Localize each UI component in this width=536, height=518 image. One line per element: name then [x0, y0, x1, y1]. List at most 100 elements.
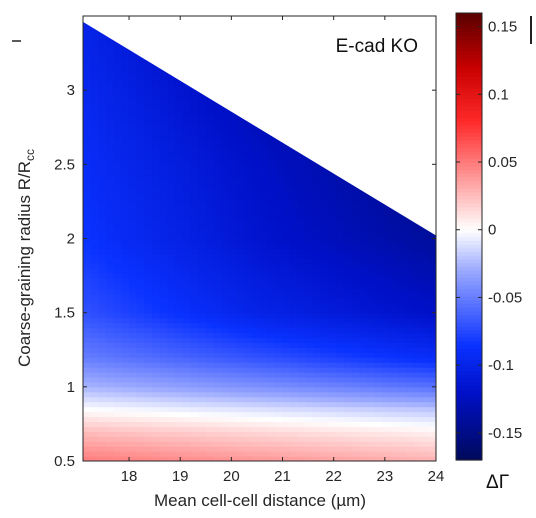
heatmap-cell [198, 337, 207, 343]
heatmap-cell [366, 332, 376, 338]
heatmap-cell [136, 426, 145, 432]
heatmap-cell [152, 144, 161, 151]
heatmap-cell [221, 159, 230, 165]
heatmap-cell [389, 248, 399, 254]
heatmap-cell [129, 278, 138, 284]
heatmap-cell [259, 372, 268, 378]
heatmap-cell [336, 268, 345, 274]
heatmap-cell [236, 149, 245, 156]
heatmap-cell [336, 451, 345, 457]
heatmap-cell [198, 357, 207, 363]
heatmap-cell [221, 451, 230, 457]
heatmap-cell [290, 149, 299, 156]
heatmap-cell [251, 456, 261, 461]
heatmap-cell [121, 139, 130, 146]
heatmap-cell [144, 406, 153, 413]
heatmap-cell [136, 85, 145, 91]
heatmap-cell [121, 228, 130, 235]
heatmap-cell [267, 149, 276, 156]
heatmap-cell [397, 317, 406, 324]
heatmap-cell [313, 446, 322, 452]
heatmap-cell [182, 218, 192, 225]
heatmap-cell [113, 238, 122, 245]
heatmap-cell [259, 446, 268, 452]
heatmap-cell [83, 273, 92, 279]
heatmap-cell [405, 307, 414, 314]
heatmap-cell [144, 65, 153, 71]
heatmap-cell [144, 164, 153, 170]
heatmap-cell [175, 302, 184, 309]
heatmap-cell [175, 362, 184, 368]
heatmap-cell [98, 357, 107, 363]
heatmap-cell [136, 446, 145, 452]
heatmap-cell [228, 154, 238, 160]
heatmap-cell [167, 391, 176, 398]
heatmap-cell [282, 337, 291, 343]
heatmap-cell [405, 347, 414, 353]
heatmap-cell [374, 302, 383, 309]
heatmap-cell [83, 154, 92, 160]
heatmap-cell [374, 312, 383, 319]
heatmap-cell [90, 109, 99, 116]
heatmap-cell [98, 154, 107, 160]
heatmap-cell [129, 50, 138, 57]
heatmap-cell [359, 451, 368, 457]
heatmap-cell [190, 129, 199, 136]
heatmap-cell [136, 317, 145, 324]
heatmap-cell [83, 184, 92, 190]
heatmap-cell [274, 243, 284, 249]
heatmap-cell [198, 322, 207, 329]
heatmap-cell [305, 391, 314, 398]
heatmap-cell [236, 124, 245, 131]
heatmap-cell [175, 391, 184, 398]
heatmap-cell [420, 451, 429, 457]
heatmap-cell [205, 342, 215, 348]
heatmap-cell [274, 258, 284, 264]
heatmap-cell [282, 179, 291, 185]
heatmap-cell [121, 327, 130, 334]
heatmap-cell [136, 332, 145, 338]
heatmap-cell [106, 194, 115, 200]
colorbar-segment [456, 102, 482, 107]
heatmap-cell [167, 297, 176, 304]
heatmap-cell [405, 372, 414, 378]
heatmap-cell [90, 65, 99, 71]
colorbar-segment [456, 426, 482, 431]
heatmap-cell [382, 357, 391, 363]
heatmap-cell [351, 352, 360, 358]
heatmap-cell [297, 337, 307, 343]
heatmap-cell [228, 332, 238, 338]
heatmap-cell [428, 238, 436, 245]
heatmap-cell [374, 263, 383, 269]
heatmap-cell [228, 233, 238, 240]
heatmap-cell [428, 307, 436, 314]
heatmap-cell [297, 273, 307, 279]
heatmap-cell [121, 426, 130, 432]
heatmap-cell [305, 243, 314, 249]
heatmap-cell [297, 327, 307, 334]
heatmap-cell [113, 218, 122, 225]
heatmap-cell [167, 179, 176, 185]
heatmap-cell [228, 169, 238, 175]
heatmap-cell [297, 386, 307, 393]
heatmap-cell [167, 273, 176, 279]
heatmap-cell [152, 292, 161, 299]
heatmap-cell [320, 441, 330, 447]
heatmap-cell [251, 184, 261, 190]
heatmap-cell [313, 278, 322, 284]
heatmap-cell [328, 184, 337, 190]
y-axis: 0.511.522.53 [54, 82, 436, 470]
heatmap-cell [175, 292, 184, 299]
heatmap-cell [198, 105, 207, 111]
heatmap-cell [167, 367, 176, 373]
heatmap-cell [221, 302, 230, 309]
heatmap-cell [228, 376, 238, 383]
heatmap-cell [228, 139, 238, 146]
heatmap-cell [98, 322, 107, 329]
heatmap-cell [282, 307, 291, 314]
heatmap-cell [83, 65, 92, 71]
heatmap-cell [182, 302, 192, 309]
heatmap-cell [305, 198, 314, 205]
heatmap-cell [282, 223, 291, 230]
heatmap-cell [152, 95, 161, 101]
